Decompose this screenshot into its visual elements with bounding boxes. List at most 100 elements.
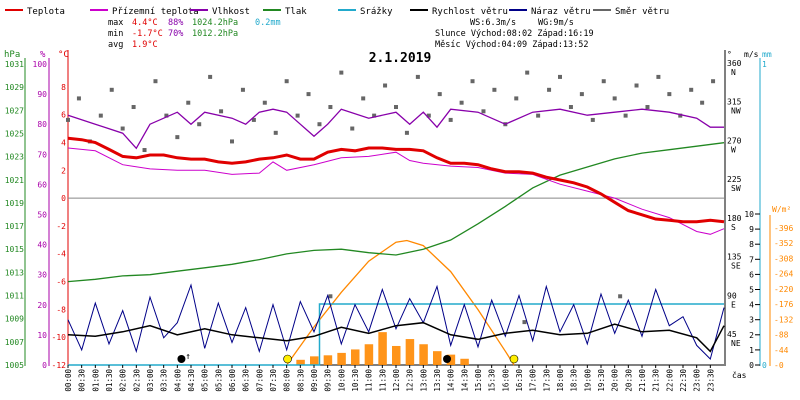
hum-tick-1: 10 <box>37 331 47 340</box>
direction-point-53 <box>645 105 650 110</box>
direction-point-20 <box>284 79 289 84</box>
ms-tick-7: 7 <box>749 255 754 264</box>
dir-tick-4: 225 <box>727 175 742 184</box>
rad-tick-3: -132 <box>774 315 793 324</box>
direction-point-52 <box>634 83 639 88</box>
ms-tick-1: 1 <box>749 346 754 355</box>
hum-tick-6: 60 <box>37 180 47 189</box>
mm-axis-bottom: 0 <box>762 361 767 370</box>
direction-point-47 <box>579 92 584 97</box>
direction-point-4 <box>109 87 114 92</box>
dir-name-2: SE <box>731 262 741 271</box>
x-tick-13: 06:30 <box>242 369 251 392</box>
direction-point-32 <box>415 74 420 79</box>
direction-point-29 <box>383 83 388 88</box>
x-tick-16: 08:00 <box>283 369 292 392</box>
direction-point-56 <box>678 113 683 118</box>
gust-line <box>67 283 725 360</box>
x-tick-43: 21:30 <box>652 369 661 392</box>
direction-low-point-2 <box>618 294 623 299</box>
x-tick-37: 18:30 <box>570 369 579 392</box>
temp-tick-0: -12 <box>52 361 67 370</box>
stats-hum-min: 70% <box>168 29 183 39</box>
radiation-bar-1 <box>310 356 319 365</box>
temp-tick-10: 8 <box>61 83 66 92</box>
direction-point-16 <box>240 87 245 92</box>
direction-point-51 <box>623 113 628 118</box>
direction-point-13 <box>208 74 213 79</box>
direction-point-35 <box>448 117 453 122</box>
direction-point-14 <box>219 109 224 114</box>
legend-label-7: Směr větru <box>615 7 669 17</box>
x-tick-44: 22:00 <box>665 369 674 392</box>
x-tick-1: 00:30 <box>78 369 87 392</box>
dir-name-7: N <box>731 68 736 77</box>
x-tick-34: 17:00 <box>529 369 538 392</box>
stats-label-avg: avg <box>108 40 123 50</box>
wind-line <box>67 321 725 353</box>
direction-point-37 <box>470 79 475 84</box>
dir-tick-6: 315 <box>727 98 742 107</box>
hpa-tick-4: 1013 <box>5 268 24 277</box>
humidity-line <box>67 108 724 150</box>
x-tick-41: 20:30 <box>624 369 633 392</box>
hpa-tick-5: 1015 <box>5 245 24 254</box>
direction-point-43 <box>536 113 541 118</box>
radiation-bar-7 <box>392 345 401 365</box>
dir-name-4: SW <box>731 184 741 193</box>
hpa-tick-8: 1021 <box>5 176 24 185</box>
moonrise-marker <box>177 355 186 363</box>
radiation-bar-2 <box>323 355 333 365</box>
legend-label-0: Teplota <box>27 7 65 17</box>
direction-point-34 <box>437 92 442 97</box>
direction-point-10 <box>175 135 180 140</box>
x-tick-9: 04:30 <box>187 369 196 392</box>
temp-tick-9: 6 <box>61 111 66 120</box>
moonset-marker <box>443 355 452 363</box>
temp-tick-6: 0 <box>61 194 66 203</box>
direction-point-12 <box>197 122 202 127</box>
temp-tick-1: -10 <box>52 333 67 342</box>
info-wind-gust: WG:9m/s <box>538 18 574 28</box>
ms-tick-9: 9 <box>749 225 754 234</box>
dir-axis-label: ° <box>727 50 732 59</box>
direction-point-44 <box>547 87 552 92</box>
direction-point-9 <box>164 113 169 118</box>
hpa-axis-label: hPa <box>4 50 20 60</box>
hpa-tick-12: 1029 <box>5 83 24 92</box>
stats-press-max: 1024.2hPa <box>192 18 238 28</box>
dir-name-3: S <box>731 223 736 232</box>
direction-point-57 <box>689 87 694 92</box>
ms-tick-5: 5 <box>749 286 754 295</box>
direction-point-50 <box>612 96 617 101</box>
radiation-bar-8 <box>405 339 415 365</box>
x-tick-24: 12:00 <box>392 369 401 392</box>
direction-point-1 <box>76 96 81 101</box>
x-tick-18: 09:00 <box>310 369 319 392</box>
direction-point-42 <box>525 70 530 75</box>
ms-tick-0: 0 <box>749 361 754 370</box>
temp-tick-3: -6 <box>56 278 66 287</box>
x-tick-35: 17:30 <box>542 369 551 392</box>
ms-tick-10: 10 <box>744 210 754 219</box>
rad-tick-6: -264 <box>774 270 793 279</box>
x-tick-19: 09:30 <box>324 369 333 392</box>
ms-tick-6: 6 <box>749 270 754 279</box>
direction-point-3 <box>98 113 103 118</box>
x-tick-27: 13:30 <box>433 369 442 392</box>
x-tick-7: 03:30 <box>160 369 169 392</box>
x-tick-11: 05:30 <box>214 369 223 392</box>
radiation-bar-0 <box>296 359 305 365</box>
axes: hPa% °C1005100710091011101310151017101910… <box>4 50 793 370</box>
legend-label-3: Tlak <box>285 7 307 17</box>
hpa-tick-6: 1017 <box>5 222 24 231</box>
direction-point-58 <box>700 100 705 105</box>
mm-axis-top: 1 <box>762 60 767 69</box>
temp-tick-2: -8 <box>56 305 66 314</box>
x-tick-25: 12:30 <box>406 369 415 392</box>
direction-point-45 <box>558 74 562 79</box>
x-tick-5: 02:30 <box>132 369 141 392</box>
hum-tick-4: 40 <box>37 241 47 250</box>
